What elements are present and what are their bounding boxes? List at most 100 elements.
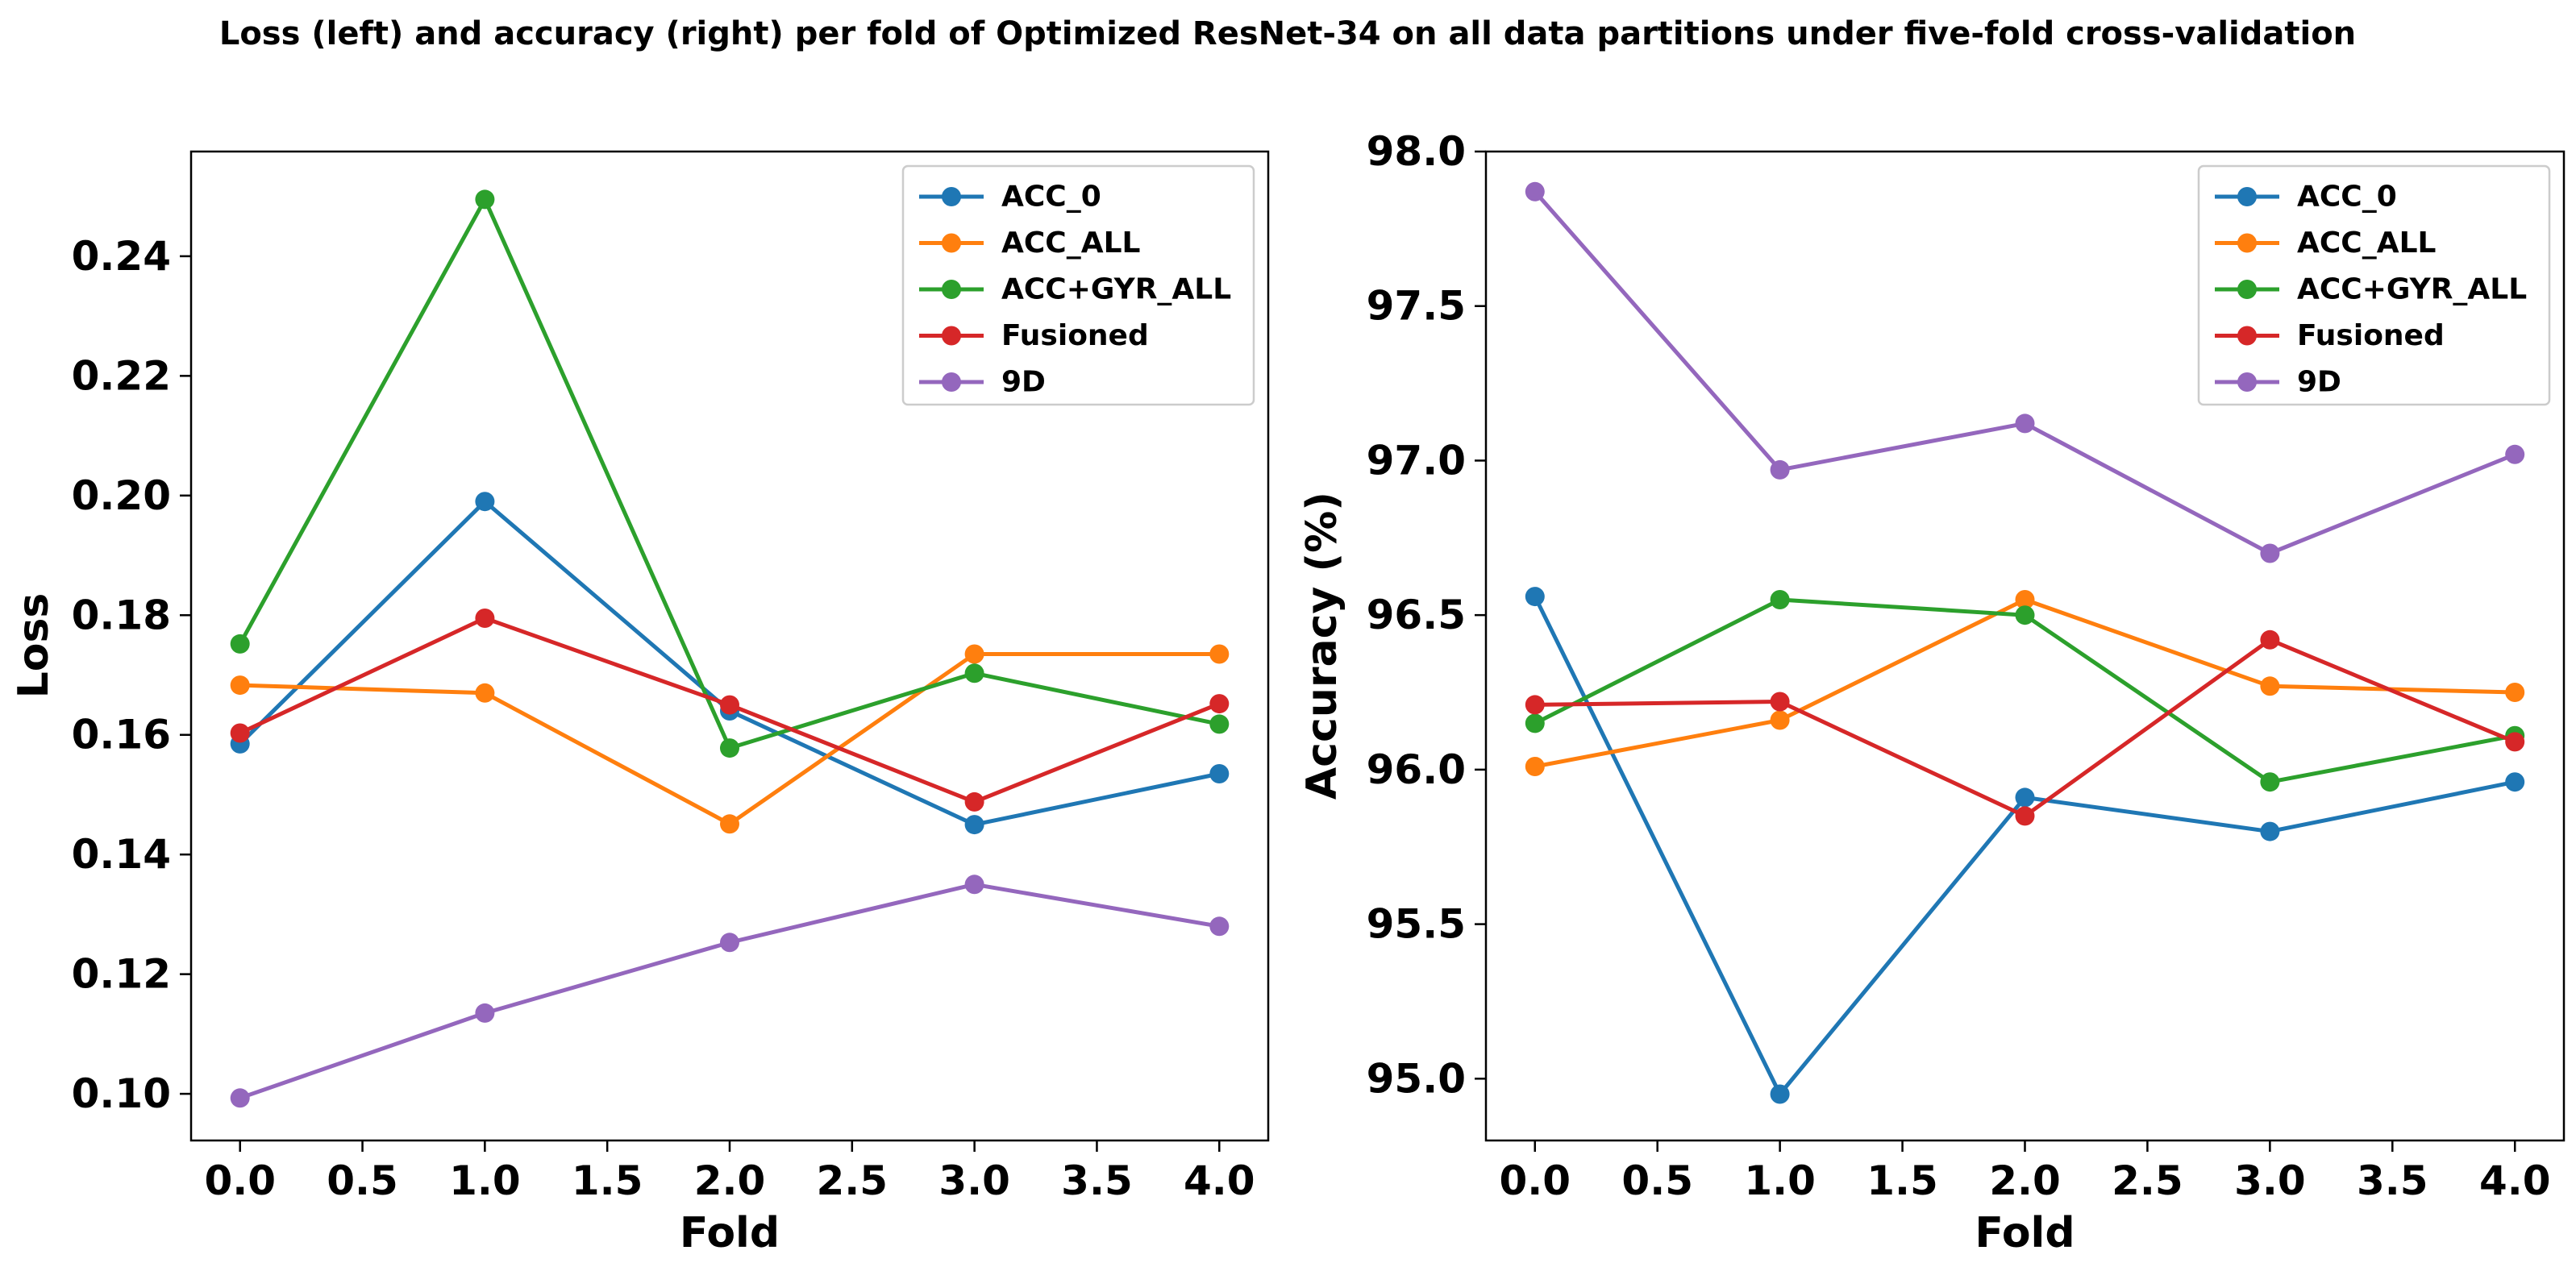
loss-chart: 0.0 0.5 1.0 1.5 2.0 2.5 3.0 3.5 4.0 0.10 0.12 0.14 0… [10, 150, 1270, 1257]
accuracy-series-0-point-0 [1525, 587, 1545, 607]
loss-y-axis-label: Loss [10, 593, 58, 699]
accuracy-series-2-point-3 [2260, 772, 2280, 792]
accuracy-y-tick-label-6: 98.0 [1367, 128, 1466, 175]
loss-series-0-point-3 [964, 815, 984, 835]
accuracy-series-0-point-1 [1770, 1084, 1790, 1104]
accuracy-legend-swatch-marker-2 [2237, 280, 2257, 299]
loss-legend: ACC_0 ACC_ALL ACC+GYR_ALL Fusioned 9D [901, 164, 1255, 406]
loss-legend-swatch-marker-3 [942, 326, 961, 346]
loss-legend-label-4: 9D [1001, 366, 1046, 399]
accuracy-series-0-point-3 [2260, 821, 2280, 841]
accuracy-legend-swatch-marker-1 [2237, 233, 2257, 253]
loss-series-1-point-3 [964, 644, 984, 664]
loss-series-2-point-0 [230, 634, 250, 654]
accuracy-y-tick-label-0: 95.0 [1367, 1055, 1466, 1102]
loss-y-tick-label-7: 0.24 [72, 233, 171, 280]
loss-series-0-point-1 [475, 492, 495, 512]
loss-series-1-point-1 [475, 683, 495, 703]
loss-series-4-point-3 [964, 875, 984, 895]
loss-series-2-point-3 [964, 663, 984, 683]
loss-y-tick-label-0: 0.10 [72, 1070, 171, 1117]
loss-x-tick-label-4: 2.0 [694, 1157, 766, 1204]
loss-series-4-point-1 [475, 1003, 495, 1023]
figure-title: Loss (left) and accuracy (right) per fol… [219, 15, 2356, 52]
accuracy-series-1-point-4 [2505, 683, 2525, 702]
loss-series-3-point-1 [475, 609, 495, 628]
loss-y-tick-label-6: 0.22 [72, 352, 171, 399]
loss-series-2-point-4 [1209, 714, 1230, 734]
accuracy-series-3-point-3 [2260, 629, 2280, 650]
accuracy-series-1-point-0 [1525, 757, 1545, 776]
loss-series-3-point-2 [720, 695, 739, 715]
accuracy-series-2-point-0 [1525, 713, 1545, 733]
accuracy-series-3-point-2 [2015, 806, 2035, 826]
accuracy-y-tick-label-2: 96.0 [1367, 746, 1466, 793]
accuracy-series-4-point-0 [1525, 181, 1545, 201]
accuracy-legend-label-0: ACC_0 [2297, 181, 2397, 214]
accuracy-y-tick-label-1: 95.5 [1367, 901, 1466, 948]
accuracy-series-3-point-1 [1770, 692, 1790, 712]
accuracy-series-4-point-3 [2260, 543, 2280, 563]
loss-x-tick-label-2: 1.0 [449, 1157, 521, 1204]
accuracy-chart: 0.0 0.5 1.0 1.5 2.0 2.5 3.0 3.5 4.0 95.0 95.5 96.0 9… [1298, 128, 2566, 1257]
loss-legend-swatch-marker-4 [942, 372, 961, 392]
accuracy-y-tick-label-5: 97.5 [1367, 283, 1466, 330]
loss-y-tick-label-5: 0.20 [72, 472, 171, 519]
loss-y-tick-label-4: 0.18 [72, 592, 171, 638]
loss-legend-swatch-marker-1 [942, 233, 961, 253]
loss-y-tick-label-3: 0.16 [72, 712, 171, 758]
loss-series-2-point-2 [720, 738, 739, 758]
accuracy-series-0-point-4 [2505, 772, 2525, 792]
loss-legend-box [901, 164, 1255, 406]
accuracy-legend-swatch-marker-4 [2237, 372, 2257, 392]
loss-series-3-point-3 [964, 791, 984, 812]
accuracy-legend-label-3: Fusioned [2297, 319, 2445, 352]
accuracy-series-2-point-2 [2015, 605, 2035, 625]
accuracy-y-axis-label: Accuracy (%) [1298, 492, 1346, 800]
loss-series-1-point-4 [1209, 644, 1230, 664]
accuracy-x-tick-label-8: 4.0 [2479, 1157, 2551, 1204]
accuracy-x-tick-label-0: 0.0 [1499, 1157, 1571, 1204]
loss-x-tick-label-8: 4.0 [1184, 1157, 1255, 1204]
accuracy-legend-box [2197, 164, 2551, 406]
loss-y-tick-label-1: 0.12 [72, 951, 171, 998]
accuracy-series-2-point-1 [1770, 590, 1790, 609]
accuracy-x-tick-label-6: 3.0 [2234, 1157, 2306, 1204]
accuracy-legend: ACC_0 ACC_ALL ACC+GYR_ALL Fusioned 9D [2197, 164, 2551, 406]
accuracy-x-tick-label-7: 3.5 [2357, 1157, 2428, 1204]
accuracy-x-tick-label-4: 2.0 [1989, 1157, 2061, 1204]
loss-x-axis-label: Fold [680, 1209, 780, 1257]
loss-series-0-point-4 [1209, 764, 1230, 783]
loss-y-tick-label-2: 0.14 [72, 831, 171, 878]
accuracy-legend-swatch-marker-0 [2237, 187, 2257, 206]
accuracy-series-1-point-1 [1770, 710, 1790, 730]
loss-series-2-point-1 [475, 189, 495, 210]
accuracy-legend-label-2: ACC+GYR_ALL [2297, 273, 2527, 306]
loss-x-tick-label-6: 3.0 [938, 1157, 1010, 1204]
loss-x-tick-label-0: 0.0 [204, 1157, 276, 1204]
accuracy-x-tick-label-1: 0.5 [1621, 1157, 1693, 1204]
loss-series-1-point-0 [230, 675, 250, 696]
loss-series-3-point-4 [1209, 694, 1230, 714]
loss-series-3-point-0 [230, 723, 250, 743]
accuracy-legend-label-1: ACC_ALL [2297, 226, 2436, 260]
loss-x-tick-label-7: 3.5 [1061, 1157, 1133, 1204]
loss-legend-swatch-marker-2 [942, 280, 961, 299]
accuracy-x-tick-label-2: 1.0 [1744, 1157, 1816, 1204]
accuracy-series-4-point-1 [1770, 459, 1790, 480]
accuracy-series-4-point-2 [2015, 413, 2035, 434]
accuracy-series-1-point-3 [2260, 676, 2280, 696]
accuracy-legend-swatch-marker-3 [2237, 326, 2257, 346]
loss-legend-label-3: Fusioned [1001, 319, 1149, 352]
loss-legend-label-0: ACC_0 [1001, 181, 1101, 214]
accuracy-series-4-point-4 [2505, 444, 2525, 464]
accuracy-y-tick-label-4: 97.0 [1367, 437, 1466, 484]
loss-legend-swatch-marker-0 [942, 187, 961, 206]
accuracy-series-1-point-2 [2015, 590, 2035, 609]
accuracy-series-0-point-2 [2015, 787, 2035, 808]
loss-legend-label-1: ACC_ALL [1001, 226, 1140, 260]
loss-x-tick-label-5: 2.5 [817, 1157, 888, 1204]
loss-series-1-point-2 [720, 814, 739, 834]
